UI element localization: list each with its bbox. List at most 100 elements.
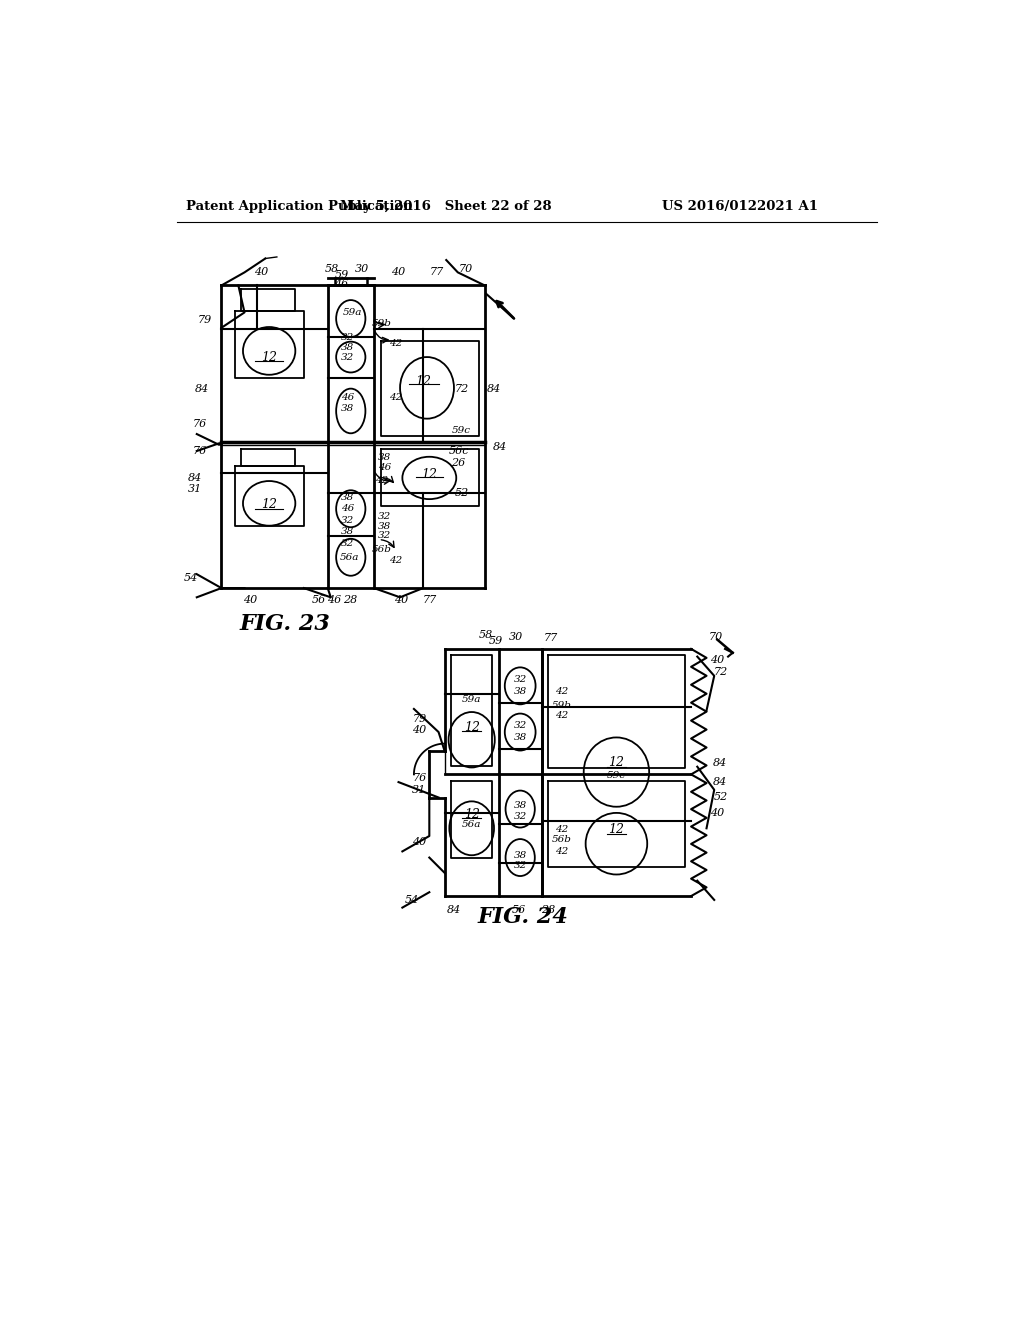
Text: 46: 46 bbox=[378, 463, 391, 473]
Text: 38: 38 bbox=[514, 801, 526, 809]
Text: 52: 52 bbox=[455, 488, 469, 499]
Text: 70: 70 bbox=[709, 632, 723, 643]
Text: 52: 52 bbox=[714, 792, 727, 803]
Text: 79: 79 bbox=[198, 315, 212, 325]
Text: 40: 40 bbox=[711, 656, 724, 665]
Text: 84: 84 bbox=[446, 906, 461, 915]
Text: 12: 12 bbox=[464, 808, 479, 821]
Text: 40: 40 bbox=[413, 837, 426, 847]
Text: 84: 84 bbox=[188, 473, 203, 483]
Text: 42: 42 bbox=[389, 339, 402, 347]
Text: 40: 40 bbox=[711, 808, 724, 818]
Text: 56: 56 bbox=[312, 594, 327, 605]
Text: May 5, 2016   Sheet 22 of 28: May 5, 2016 Sheet 22 of 28 bbox=[340, 199, 552, 213]
Text: 32: 32 bbox=[514, 676, 526, 684]
Text: 76: 76 bbox=[413, 774, 426, 783]
Text: 38: 38 bbox=[514, 733, 526, 742]
Text: 42: 42 bbox=[555, 847, 568, 855]
Text: 76: 76 bbox=[193, 418, 207, 429]
Text: 56: 56 bbox=[512, 906, 525, 915]
Text: 32: 32 bbox=[514, 861, 526, 870]
Text: 84: 84 bbox=[714, 777, 727, 787]
Text: 12: 12 bbox=[608, 756, 625, 770]
Text: FIG. 23: FIG. 23 bbox=[240, 614, 330, 635]
Text: 56a: 56a bbox=[340, 553, 359, 562]
Text: 59c: 59c bbox=[607, 771, 626, 780]
Text: 12: 12 bbox=[415, 375, 431, 388]
Text: 46: 46 bbox=[327, 594, 341, 605]
Text: 56c: 56c bbox=[449, 446, 469, 455]
Text: 12: 12 bbox=[464, 721, 479, 734]
Text: 42: 42 bbox=[389, 392, 402, 401]
Text: 77: 77 bbox=[544, 634, 558, 643]
Text: 38: 38 bbox=[378, 521, 391, 531]
Text: 32: 32 bbox=[341, 516, 354, 525]
Text: 30: 30 bbox=[354, 264, 369, 273]
Text: FIG. 24: FIG. 24 bbox=[478, 906, 568, 928]
Text: 46: 46 bbox=[341, 392, 354, 401]
Text: 38: 38 bbox=[341, 404, 354, 413]
Text: 79: 79 bbox=[413, 714, 426, 723]
Text: 40: 40 bbox=[391, 268, 406, 277]
Text: 59: 59 bbox=[335, 271, 348, 280]
Text: 30: 30 bbox=[509, 632, 522, 643]
Text: 84: 84 bbox=[714, 758, 727, 768]
Text: 12: 12 bbox=[261, 351, 278, 363]
Text: 38: 38 bbox=[378, 453, 391, 462]
Text: 32: 32 bbox=[378, 531, 391, 540]
Text: 77: 77 bbox=[430, 268, 444, 277]
Text: Patent Application Publication: Patent Application Publication bbox=[186, 199, 413, 213]
Text: 40: 40 bbox=[243, 594, 257, 605]
Text: 58: 58 bbox=[479, 630, 494, 640]
Text: 59b: 59b bbox=[372, 319, 391, 329]
Text: 28: 28 bbox=[541, 906, 555, 915]
Text: 26: 26 bbox=[452, 458, 466, 469]
Text: 59a: 59a bbox=[462, 696, 481, 704]
Text: 38: 38 bbox=[514, 851, 526, 859]
Text: 59a: 59a bbox=[343, 308, 362, 317]
Text: 72: 72 bbox=[455, 384, 469, 395]
Text: 77: 77 bbox=[422, 594, 436, 605]
Text: 32: 32 bbox=[341, 539, 354, 548]
Text: 12: 12 bbox=[261, 499, 278, 511]
Text: 76: 76 bbox=[193, 446, 207, 455]
Text: US 2016/0122021 A1: US 2016/0122021 A1 bbox=[662, 199, 818, 213]
Text: 59c: 59c bbox=[453, 426, 471, 434]
Text: 70: 70 bbox=[459, 264, 473, 273]
Text: 42: 42 bbox=[555, 711, 568, 721]
Text: 59b: 59b bbox=[552, 701, 571, 710]
Text: 84: 84 bbox=[493, 442, 507, 453]
Text: 72: 72 bbox=[714, 667, 727, 677]
Text: 32: 32 bbox=[514, 812, 526, 821]
Text: 38: 38 bbox=[341, 528, 354, 536]
Text: 12: 12 bbox=[421, 467, 437, 480]
Text: 31: 31 bbox=[188, 484, 203, 495]
Text: 42: 42 bbox=[555, 686, 568, 696]
Text: 42: 42 bbox=[555, 825, 568, 834]
Text: 32: 32 bbox=[514, 722, 526, 730]
Text: 84: 84 bbox=[486, 384, 501, 395]
Text: 59: 59 bbox=[488, 636, 503, 647]
Text: 32: 32 bbox=[341, 352, 354, 362]
Text: 40: 40 bbox=[394, 594, 409, 605]
Text: 12: 12 bbox=[608, 824, 625, 837]
Text: 46: 46 bbox=[335, 279, 348, 289]
Text: 56a: 56a bbox=[462, 820, 481, 829]
Text: 38: 38 bbox=[514, 686, 526, 696]
Text: 40: 40 bbox=[254, 268, 268, 277]
Text: 40: 40 bbox=[413, 725, 426, 735]
Text: 84: 84 bbox=[195, 384, 209, 395]
Text: 56b: 56b bbox=[552, 836, 571, 845]
Text: 38: 38 bbox=[341, 343, 354, 351]
Text: 58: 58 bbox=[326, 264, 339, 273]
Text: 54: 54 bbox=[183, 573, 198, 583]
Text: 38: 38 bbox=[341, 492, 354, 502]
Text: 31: 31 bbox=[413, 785, 426, 795]
Text: 42: 42 bbox=[375, 475, 388, 484]
Text: 32: 32 bbox=[341, 333, 354, 342]
Text: 54: 54 bbox=[404, 895, 419, 906]
Text: 56b: 56b bbox=[372, 545, 391, 554]
Text: 46: 46 bbox=[341, 504, 354, 513]
Text: 28: 28 bbox=[343, 594, 357, 605]
Text: 42: 42 bbox=[389, 556, 402, 565]
